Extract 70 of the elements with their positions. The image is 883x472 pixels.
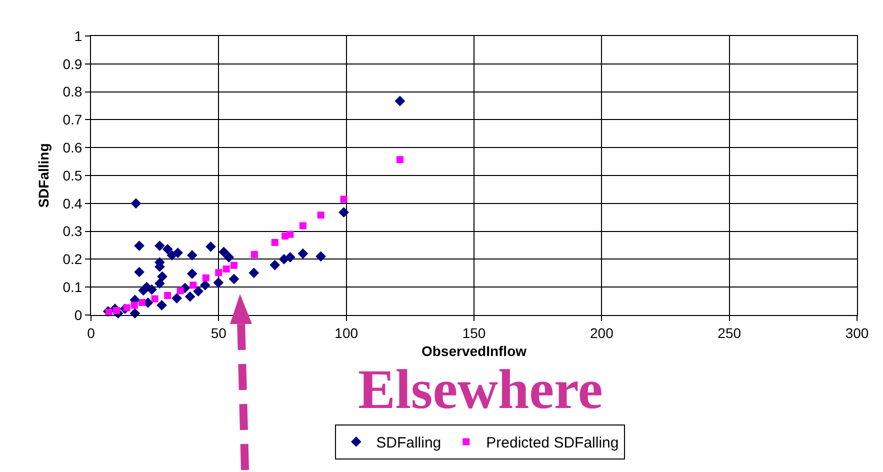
- point: [222, 265, 230, 272]
- point: [340, 196, 348, 203]
- point: [186, 250, 198, 260]
- legend-label: Predicted SDFalling: [486, 434, 619, 452]
- point: [218, 246, 229, 258]
- point: [200, 280, 210, 290]
- point: [134, 240, 144, 252]
- point: [248, 268, 260, 278]
- point: [123, 304, 130, 312]
- point: [184, 291, 196, 302]
- y-tick-label: 0.8: [62, 84, 82, 100]
- y-tick-label: 0.3: [62, 223, 82, 240]
- point: [154, 240, 165, 252]
- point: [230, 262, 238, 269]
- point: [271, 238, 278, 246]
- x-tick-label: 150: [462, 324, 486, 341]
- point: [176, 287, 184, 294]
- point: [146, 284, 157, 295]
- point: [151, 295, 158, 302]
- y-tick-label: 0.7: [62, 112, 82, 128]
- y-axis-title: SDFalling: [35, 143, 52, 208]
- point: [286, 230, 294, 238]
- y-tick-label: 0.1: [62, 279, 82, 295]
- point: [202, 274, 210, 282]
- text: Elsewhere: [358, 359, 603, 421]
- point: [130, 198, 142, 209]
- point: [284, 252, 296, 262]
- point: [224, 252, 234, 262]
- x-tick-label: 300: [845, 324, 869, 341]
- point: [215, 269, 222, 276]
- point: [213, 277, 224, 288]
- point: [164, 292, 172, 299]
- point: [172, 293, 182, 304]
- point: [162, 244, 173, 254]
- y-tick-label: 0.6: [62, 140, 82, 156]
- point: [396, 156, 404, 164]
- y-tick-label: 0.4: [62, 195, 82, 212]
- y-tick-label: 0: [74, 306, 82, 323]
- point: [190, 282, 197, 289]
- x-tick-label: 200: [590, 324, 614, 341]
- x-tick-label: 0: [87, 324, 96, 341]
- point: [206, 241, 216, 252]
- point: [138, 285, 149, 296]
- point: [228, 274, 240, 284]
- point: [138, 298, 146, 306]
- point: [316, 251, 326, 262]
- point: [154, 278, 165, 289]
- y-tick-label: 0.2: [62, 251, 82, 268]
- point: [157, 271, 168, 282]
- point: [298, 248, 308, 259]
- point: [317, 212, 324, 219]
- y-tick-label: 0.9: [62, 56, 82, 72]
- point: [130, 302, 138, 309]
- x-axis-title: ObservedInflow: [421, 343, 527, 360]
- point: [172, 248, 184, 258]
- point: [134, 266, 144, 278]
- point: [250, 250, 258, 258]
- x-tick-label: 50: [210, 324, 227, 341]
- point: [156, 300, 167, 310]
- y-tick-label: 1: [74, 28, 82, 44]
- point: [394, 96, 406, 106]
- point: [270, 260, 280, 270]
- point: [193, 286, 204, 296]
- point: [186, 268, 198, 279]
- x-tick-label: 100: [334, 324, 358, 341]
- point: [299, 222, 306, 230]
- y-tick-label: 0.5: [62, 167, 82, 184]
- x-tick-label: 250: [718, 324, 742, 341]
- point: [338, 207, 349, 218]
- legend-label: SDFalling: [376, 434, 442, 452]
